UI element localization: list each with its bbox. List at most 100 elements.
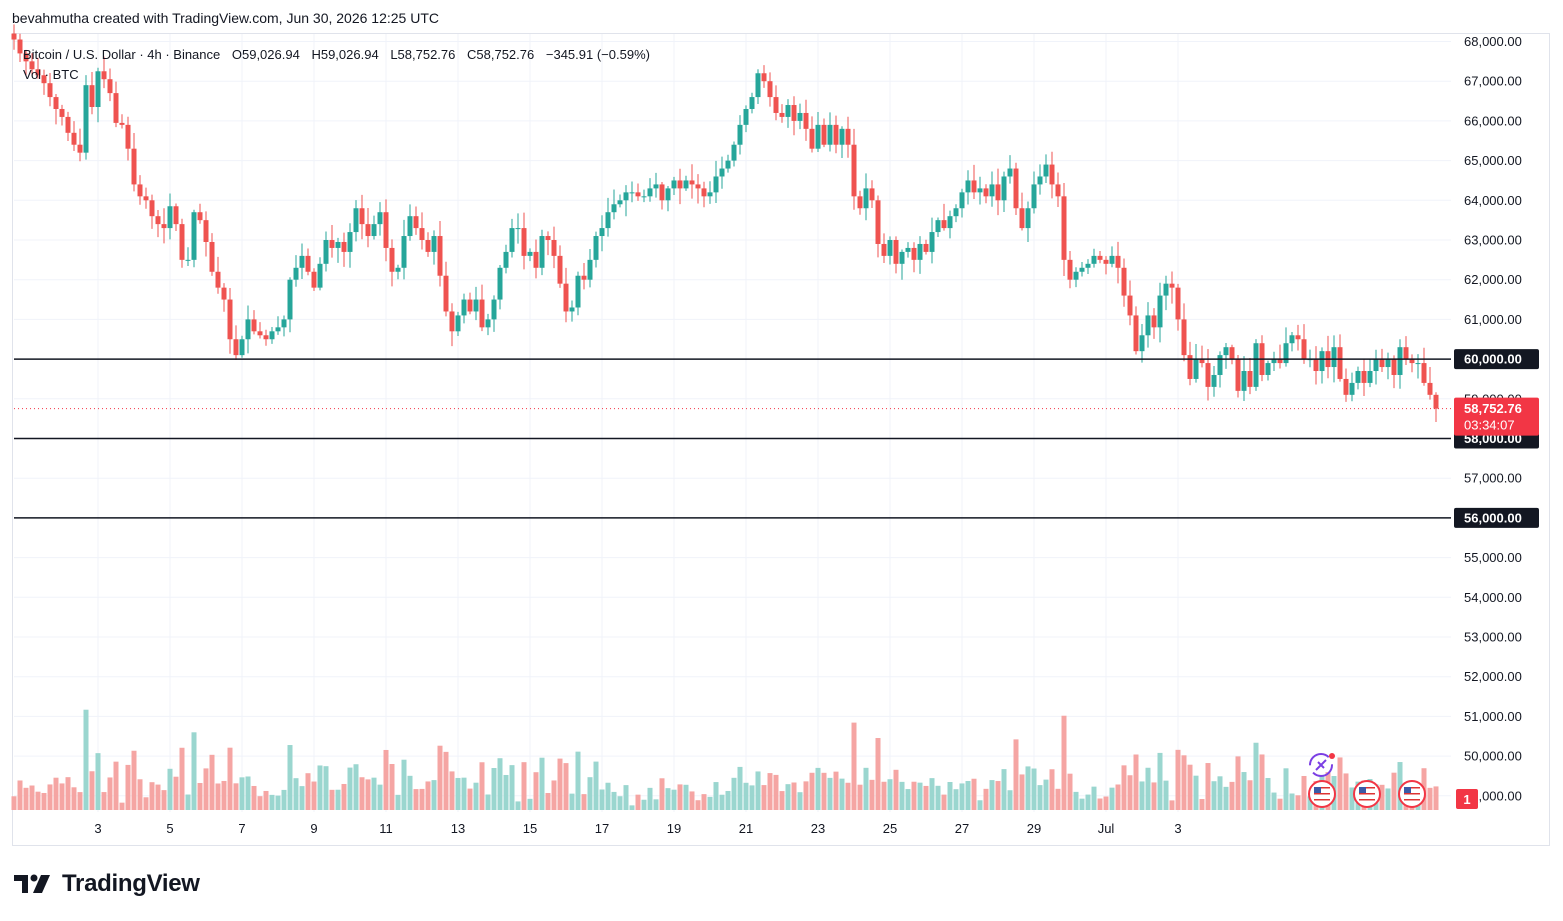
candle-body — [209, 241, 215, 272]
volume-bar — [191, 732, 197, 810]
candle-body — [1007, 168, 1013, 177]
price-tick-label: 64,000.00 — [1464, 193, 1522, 208]
candle-body — [821, 124, 827, 145]
time-tick-label: 11 — [379, 821, 393, 836]
time-tick-label: 7 — [238, 821, 245, 836]
price-tick-label: 55,000.00 — [1464, 550, 1522, 565]
candle-body — [1049, 164, 1055, 185]
volume-bar — [569, 793, 575, 810]
candle-body — [1199, 359, 1205, 364]
candle-body — [935, 220, 941, 233]
volume-bar — [557, 758, 563, 810]
candle-body — [1157, 295, 1163, 328]
volume-bar — [263, 790, 269, 810]
flag-stripe — [1314, 790, 1330, 792]
volume-bar — [521, 762, 527, 810]
us-flag-event-icon[interactable] — [1308, 780, 1336, 808]
volume-bar — [635, 794, 641, 810]
volume-bar — [1013, 739, 1019, 810]
volume-bar — [53, 777, 59, 810]
volume-bar — [59, 783, 65, 810]
spark-icon[interactable] — [1309, 753, 1335, 777]
volume-bar — [437, 745, 443, 810]
candle-body — [1187, 355, 1193, 379]
volume-bar — [113, 761, 119, 810]
volume-bar — [725, 790, 731, 810]
candle-body — [1295, 335, 1301, 340]
volume-bar — [905, 789, 911, 810]
candle-body — [1253, 343, 1259, 387]
volume-bar — [587, 777, 593, 810]
volume-bar — [407, 775, 413, 810]
candle-body — [413, 216, 419, 229]
candle-body — [353, 208, 359, 233]
price-axis[interactable]: 68,000.00 67,000.00 66,000.00 65,000.00 64,0… — [1454, 34, 1539, 803]
candle-body — [1277, 359, 1283, 364]
event-count-badge-text: 1 — [1463, 792, 1470, 807]
candle-body — [617, 200, 623, 205]
volume-bar — [995, 781, 1001, 810]
us-flag-event-icon[interactable] — [1353, 780, 1381, 808]
volume-bar — [899, 781, 905, 810]
volume-bar — [713, 782, 719, 810]
volume-bar — [1103, 796, 1109, 810]
time-axis[interactable]: 3 5 7 9 11 13 15 17 19 21 23 25 27 29 Jul 3 — [94, 821, 1181, 836]
tradingview-brand[interactable]: TradingView — [14, 870, 200, 898]
volume-bar — [1115, 784, 1121, 810]
us-flag-event-icon[interactable] — [1398, 780, 1426, 808]
candle-body — [809, 128, 815, 149]
candle-body — [1223, 347, 1229, 356]
symbol-label[interactable]: Bitcoin / U.S. Dollar · 4h · Binance — [23, 47, 221, 62]
event-count-badge-bg — [1456, 789, 1478, 809]
candle-body — [401, 236, 407, 268]
candle-body — [761, 73, 767, 82]
candle-body — [659, 184, 665, 201]
volume-bar — [215, 783, 221, 810]
candle-body — [1409, 359, 1415, 364]
last-price-label: 58,752.76 — [1464, 401, 1522, 416]
candle-body — [857, 196, 863, 209]
volume-bar — [257, 796, 263, 810]
candle-body — [989, 184, 995, 197]
volume-bar — [1151, 782, 1157, 810]
time-tick-label: 3 — [94, 821, 101, 836]
price-tick-label: 54,000.00 — [1464, 590, 1522, 605]
event-count-badge[interactable]: 1 — [1456, 789, 1478, 809]
volume-bar — [143, 797, 149, 810]
flag-stripe — [1404, 796, 1420, 798]
volume-bar — [1229, 781, 1235, 810]
volume-bar — [1391, 772, 1397, 810]
candle-body — [569, 307, 575, 312]
volume-bar — [1289, 793, 1295, 810]
open-value: O59,026.94 — [231, 47, 300, 62]
volume-bar — [731, 777, 737, 810]
candle-body — [665, 188, 671, 201]
candle-body — [53, 97, 59, 109]
volume-bar — [1079, 798, 1085, 810]
volume-bar — [101, 792, 107, 810]
candle-body — [107, 79, 113, 94]
volume-bar — [269, 794, 275, 810]
volume-bar — [137, 779, 143, 810]
chart-frame[interactable] — [12, 33, 1550, 846]
candle-body — [545, 236, 551, 240]
price-tick-label: 50,000.00 — [1464, 749, 1522, 764]
horizontal-lines[interactable] — [14, 358, 1451, 519]
volume-bar — [395, 794, 401, 810]
candle-body — [1373, 359, 1379, 372]
candle-body — [155, 216, 161, 225]
volume-bar — [383, 749, 389, 810]
volume-bar — [167, 768, 173, 810]
candle-body — [521, 228, 527, 256]
candle-body — [1055, 184, 1061, 197]
volume-bar — [335, 789, 341, 810]
volume-bar — [1379, 784, 1385, 810]
volume-bar — [605, 782, 611, 810]
volume-label[interactable]: Vol · BTC — [23, 67, 79, 82]
volume-bar — [455, 777, 461, 810]
candle-body — [23, 53, 29, 62]
candle-body — [887, 240, 893, 256]
time-tick-label: 29 — [1027, 821, 1041, 836]
candle-body — [593, 236, 599, 260]
